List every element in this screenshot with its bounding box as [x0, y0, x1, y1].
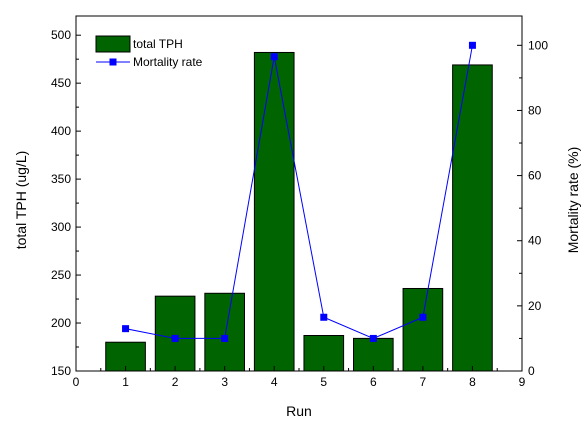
x-tick-label-1: 1 — [122, 375, 129, 389]
legend-label-mortality: Mortality rate — [133, 55, 203, 69]
x-tick-label-7: 7 — [420, 375, 427, 389]
mortality-point-run-4 — [270, 53, 278, 61]
mortality-point-run-5 — [320, 313, 328, 321]
y2-tick-label-40: 40 — [528, 234, 542, 248]
bar-run-4 — [253, 51, 295, 372]
x-tick-label-6: 6 — [370, 375, 377, 389]
y-tick-label-400: 400 — [51, 124, 71, 138]
y2-axis-title: Mortality rate (%) — [565, 147, 581, 254]
y-tick-label-450: 450 — [51, 76, 71, 90]
bar-run-2 — [154, 295, 196, 372]
y2-tick-label-100: 100 — [528, 38, 548, 52]
y-tick-label-150: 150 — [51, 364, 71, 378]
legend-swatch-total-tph — [95, 35, 131, 53]
legend-marker-mortality — [109, 58, 117, 66]
y2-tick-label-60: 60 — [528, 169, 542, 183]
mortality-point-run-6 — [369, 334, 377, 342]
y-tick-label-500: 500 — [51, 28, 71, 42]
bar-run-6 — [353, 337, 394, 372]
mortality-point-run-1 — [122, 325, 130, 333]
y-axis-title: total TPH (ug/L) — [13, 151, 29, 250]
y2-tick-label-80: 80 — [528, 103, 542, 117]
bars-group — [105, 51, 493, 372]
y-tick-label-250: 250 — [51, 268, 71, 282]
legend-label-total-tph: total TPH — [133, 37, 183, 51]
x-axis-title: Run — [286, 403, 312, 419]
x-tick-label-3: 3 — [221, 375, 228, 389]
legend: total TPH Mortality rate — [95, 35, 203, 69]
x-tick-label-2: 2 — [172, 375, 179, 389]
bar-run-7 — [402, 287, 444, 372]
mortality-point-run-8 — [468, 41, 476, 49]
bar-run-5 — [303, 335, 345, 372]
y-tick-label-200: 200 — [51, 316, 71, 330]
bar-run-8 — [452, 64, 493, 372]
ticks-group: 0 1 2 3 4 5 6 7 8 9 150 200 250 300 350 400 450 500 0 20 40 6… — [51, 28, 548, 389]
y-tick-label-350: 350 — [51, 172, 71, 186]
y-tick-label-300: 300 — [51, 220, 71, 234]
mortality-line-group — [122, 41, 476, 342]
bar-run-3 — [204, 292, 245, 372]
mortality-point-run-7 — [419, 313, 427, 321]
x-tick-label-4: 4 — [271, 375, 278, 389]
mortality-line — [125, 45, 473, 339]
x-tick-label-8: 8 — [469, 375, 476, 389]
mortality-point-run-3 — [221, 334, 229, 342]
x-tick-label-0: 0 — [73, 375, 80, 389]
mortality-point-run-2 — [171, 334, 179, 342]
x-tick-label-9: 9 — [519, 375, 526, 389]
y2-tick-label-20: 20 — [528, 299, 542, 313]
x-tick-label-5: 5 — [320, 375, 327, 389]
y2-tick-label-0: 0 — [528, 364, 535, 378]
